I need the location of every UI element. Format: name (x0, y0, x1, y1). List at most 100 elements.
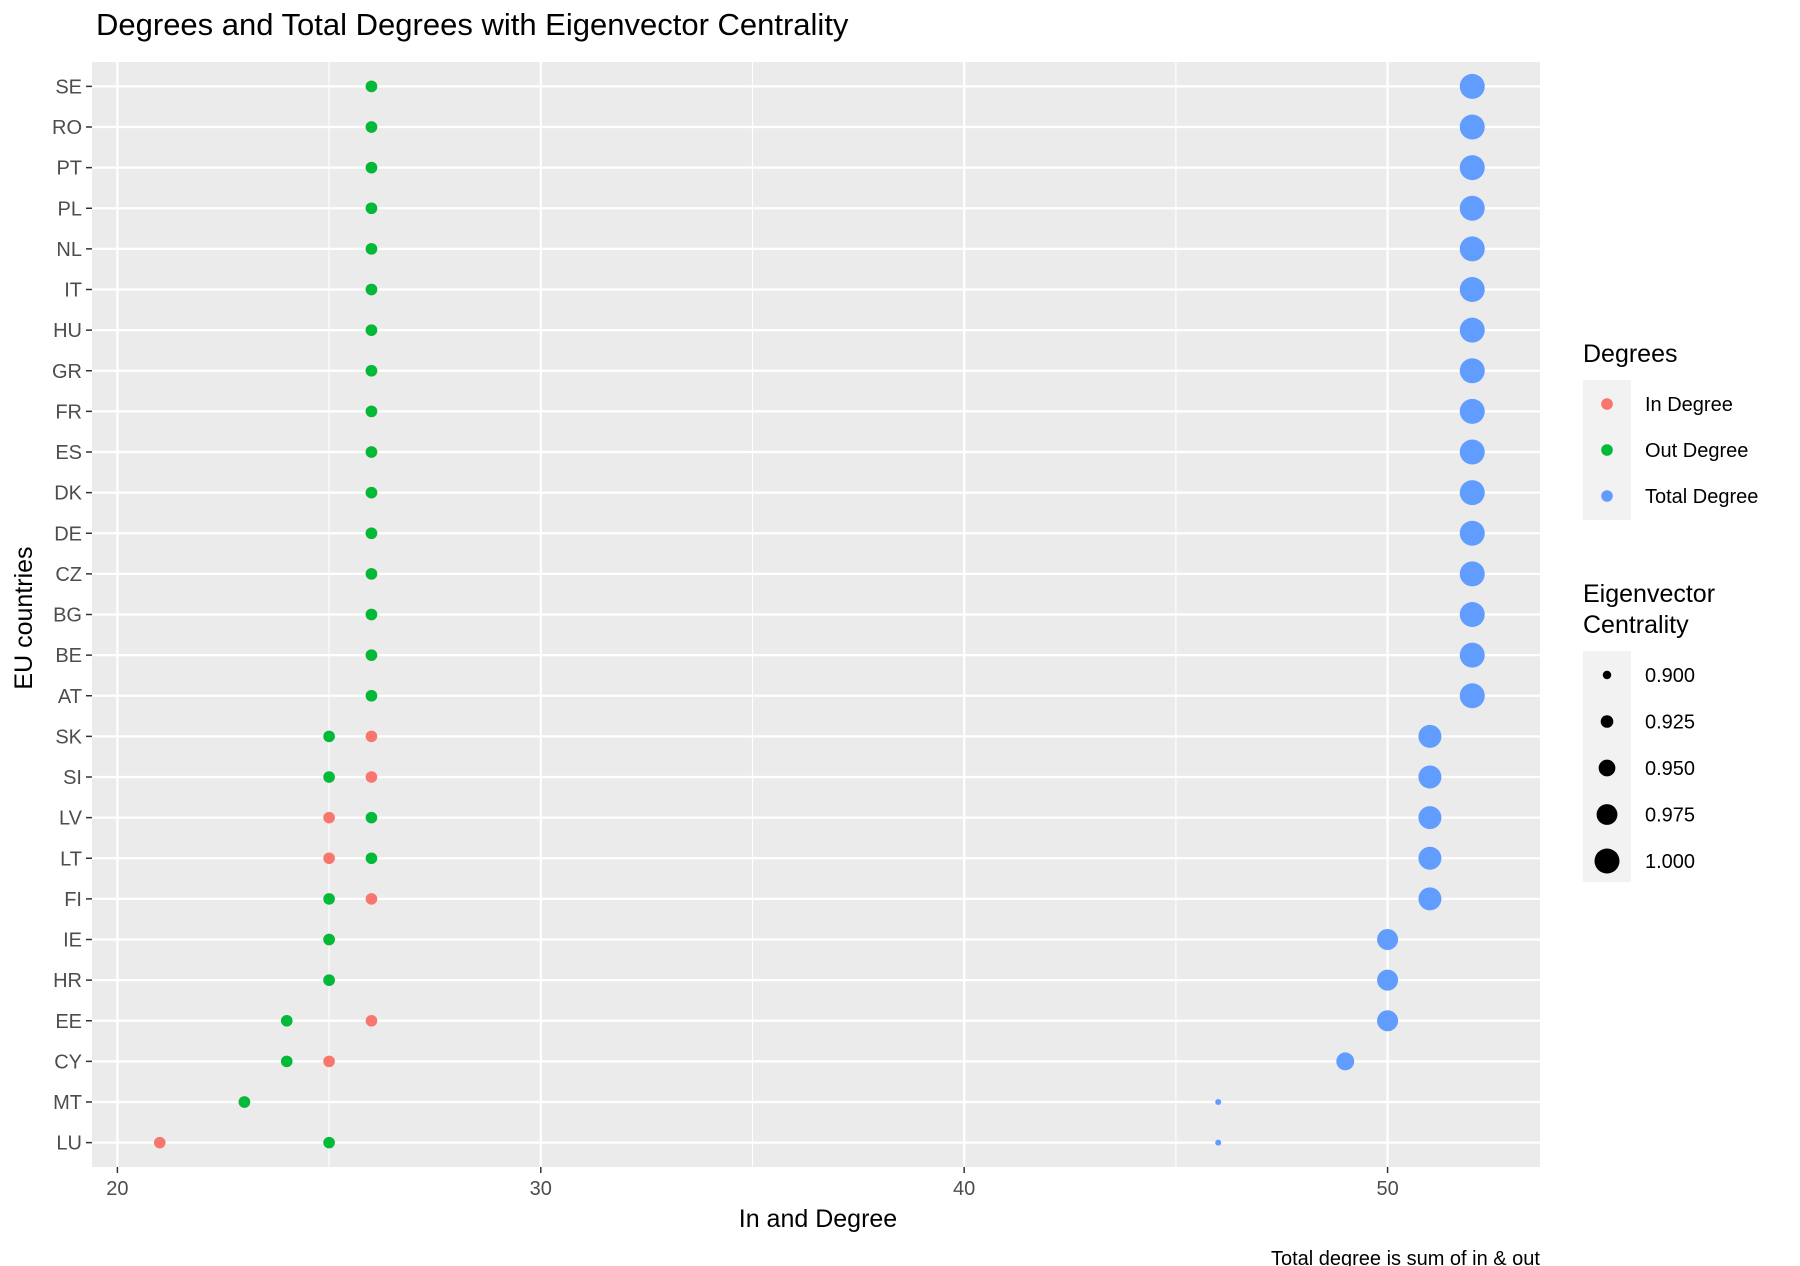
point-total-degree-FR (1459, 398, 1485, 424)
y-tick-label-IE: IE (63, 930, 82, 952)
point-total-degree-MT (1215, 1099, 1222, 1105)
y-tick-label-AT: AT (58, 686, 82, 708)
point-total-degree-LT (1418, 846, 1442, 870)
y-tick-label-DE: DE (54, 523, 82, 545)
plot-panel (92, 62, 1540, 1167)
point-in-degree-LU (153, 1136, 166, 1149)
legend: Degrees In Degree Out Degree Total Degree Ei… (1583, 340, 1758, 882)
legend-size-key-4 (1594, 848, 1620, 874)
legend-size-label-4: 1.000 (1645, 851, 1695, 873)
point-out-degree-LU (323, 1136, 335, 1149)
y-tick-label-IT: IT (64, 280, 82, 302)
y-tick-label-DK: DK (54, 483, 82, 505)
point-in-degree-CY (323, 1055, 335, 1068)
point-total-degree-BG (1459, 602, 1485, 627)
point-total-degree-BE (1459, 642, 1485, 668)
y-tick-label-LT: LT (60, 848, 82, 870)
point-total-degree-NL (1459, 236, 1485, 262)
point-out-degree-PT (365, 161, 378, 174)
point-out-degree-CZ (365, 568, 378, 580)
y-axis-title: EU countries (10, 546, 38, 689)
y-tick-label-CY: CY (54, 1051, 82, 1073)
y-tick-label-HU: HU (53, 320, 82, 342)
point-total-degree-SE (1459, 73, 1485, 99)
y-tick-label-FI: FI (64, 889, 82, 911)
x-axis-title: In and Degree (739, 1205, 897, 1233)
y-tick-label-RO: RO (52, 117, 82, 139)
y-tick-label-BG: BG (53, 605, 82, 627)
point-out-degree-BG (365, 608, 378, 621)
legend-size-label-2: 0.950 (1645, 758, 1695, 780)
y-tick-label-SK: SK (55, 726, 82, 748)
point-total-degree-PT (1459, 155, 1485, 181)
point-in-degree-SK (365, 730, 378, 743)
point-out-degree-SI (323, 771, 335, 783)
point-out-degree-CY (280, 1055, 293, 1068)
point-total-degree-PL (1459, 195, 1485, 221)
point-total-degree-CZ (1459, 561, 1485, 587)
legend-size-title-line: Centrality (1583, 611, 1689, 639)
point-total-degree-CY (1336, 1052, 1355, 1071)
legend-key-in-degree (1601, 398, 1613, 410)
legend-size-key-2 (1598, 759, 1616, 777)
point-total-degree-LU (1215, 1139, 1222, 1146)
legend-size-label-0: 0.900 (1645, 665, 1695, 687)
x-tick-label-40: 40 (953, 1178, 975, 1200)
point-total-degree-SI (1418, 765, 1442, 789)
legend-label-out-degree: Out Degree (1645, 440, 1748, 462)
point-total-degree-FI (1418, 887, 1442, 911)
point-total-degree-DE (1459, 520, 1485, 546)
point-out-degree-NL (365, 243, 378, 255)
data-points (153, 73, 1485, 1149)
legend-label-total-degree: Total Degree (1645, 486, 1758, 508)
point-total-degree-EE (1377, 1010, 1399, 1032)
point-total-degree-GR (1459, 358, 1485, 384)
y-tick-label-NL: NL (56, 239, 82, 261)
y-tick-label-GR: GR (52, 361, 82, 383)
point-out-degree-IT (365, 283, 378, 296)
point-out-degree-BE (365, 649, 378, 661)
y-tick-label-LV: LV (59, 808, 83, 830)
point-out-degree-FR (365, 405, 378, 418)
point-out-degree-ES (365, 446, 378, 458)
point-out-degree-PL (365, 202, 378, 215)
point-total-degree-HU (1459, 317, 1485, 343)
point-out-degree-MT (238, 1096, 251, 1108)
legend-size-key-0 (1602, 670, 1612, 680)
y-tick-label-HR: HR (53, 970, 82, 992)
y-tick-label-ES: ES (55, 442, 82, 464)
point-total-degree-HR (1377, 969, 1399, 991)
point-out-degree-AT (365, 689, 378, 702)
point-total-degree-SK (1418, 724, 1442, 748)
point-total-degree-RO (1459, 114, 1485, 140)
legend-size-label-3: 0.975 (1645, 805, 1695, 827)
point-total-degree-AT (1459, 683, 1485, 709)
point-out-degree-EE (280, 1014, 293, 1027)
point-total-degree-ES (1459, 439, 1485, 465)
legend-degrees-title: Degrees (1583, 340, 1678, 368)
x-tick-label-20: 20 (106, 1178, 128, 1200)
legend-size-key-1 (1600, 715, 1614, 728)
y-tick-label-PT: PT (56, 158, 82, 180)
point-total-degree-LV (1418, 806, 1442, 830)
y-tick-label-SI: SI (63, 767, 82, 789)
legend-size-title-line: Eigenvector (1583, 580, 1715, 608)
point-out-degree-RO (365, 121, 378, 133)
legend-key-out-degree (1601, 444, 1613, 456)
legend-size-label-1: 0.925 (1645, 712, 1695, 734)
axes: LU MT CY EE HR IE FI LT LV SI SK AT BE BG CZ DE DK ES FR GR… (52, 76, 1399, 1200)
y-tick-label-PL: PL (58, 198, 82, 220)
point-out-degree-HU (365, 324, 378, 336)
y-tick-label-CZ: CZ (55, 564, 82, 586)
caption: Total degree is sum of in & out (1271, 1248, 1540, 1266)
point-out-degree-SK (323, 730, 335, 743)
point-in-degree-LV (323, 811, 335, 824)
point-in-degree-SI (365, 771, 378, 783)
legend-label-in-degree: In Degree (1645, 394, 1733, 416)
y-tick-label-SE: SE (55, 76, 82, 98)
x-tick-label-50: 50 (1376, 1178, 1398, 1200)
point-in-degree-EE (365, 1014, 378, 1027)
y-tick-label-LU: LU (56, 1133, 82, 1155)
chart-title: Degrees and Total Degrees with Eigenvect… (96, 7, 849, 42)
legend-size-key-3 (1596, 804, 1618, 825)
